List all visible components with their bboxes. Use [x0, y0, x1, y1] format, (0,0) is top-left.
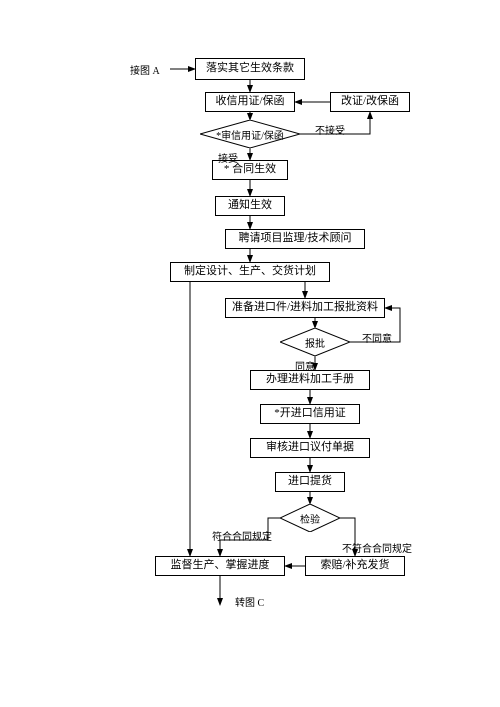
node-n13: 索赔/补充发货 [305, 556, 405, 576]
node-label: 改证/改保函 [341, 95, 399, 108]
label-d3-no: 不符合合同规定 [342, 540, 412, 555]
node-label: *开进口信用证 [274, 407, 346, 420]
node-n7: 制定设计、生产、交货计划 [170, 262, 330, 282]
label-exit: 转图 C [235, 594, 264, 609]
node-n11: 审核进口议付单据 [250, 438, 370, 458]
label-d1-no: 不接受 [315, 122, 345, 137]
node-label: 落实其它生效条款 [206, 62, 294, 75]
node-label: 聘请项目监理/技术顾问 [238, 232, 351, 245]
node-label: 准备进口件/进料加工报批资料 [232, 301, 378, 314]
node-n8: 准备进口件/进料加工报批资料 [225, 298, 385, 318]
node-label: 审核进口议付单据 [266, 441, 354, 454]
decision-d2: 报批 [280, 328, 350, 356]
node-n3: 改证/改保函 [330, 92, 410, 112]
decision-d1: *审信用证/保函 [200, 120, 300, 148]
label-entry: 接图 A [130, 62, 160, 77]
node-label: 监督生产、掌握进度 [171, 559, 270, 572]
node-n2: 收信用证/保函 [205, 92, 295, 112]
decision-label: *审信用证/保函 [216, 127, 284, 142]
node-n10: *开进口信用证 [260, 404, 360, 424]
label-d2-no: 不同意 [362, 330, 392, 345]
label-d3-yes: 符合合同规定 [212, 528, 272, 543]
flowchart-canvas: 落实其它生效条款 收信用证/保函 改证/改保函 * 合同生效 通知生效 聘请项目… [0, 0, 500, 707]
node-n12: 进口提货 [275, 472, 345, 492]
node-label: 索赔/补充发货 [320, 559, 389, 572]
decision-d3: 检验 [280, 504, 340, 532]
node-n5: 通知生效 [215, 196, 285, 216]
node-label: 通知生效 [228, 199, 272, 212]
node-n14: 监督生产、掌握进度 [155, 556, 285, 576]
node-label: 收信用证/保函 [215, 95, 284, 108]
label-d1-yes: 接受 [218, 150, 238, 165]
node-n1: 落实其它生效条款 [195, 58, 305, 80]
node-label: 制定设计、生产、交货计划 [184, 265, 316, 278]
label-d2-yes: 同意 [295, 358, 315, 373]
node-label: * 合同生效 [224, 163, 276, 176]
node-n6: 聘请项目监理/技术顾问 [225, 229, 365, 249]
node-label: 进口提货 [288, 475, 332, 488]
node-label: 办理进料加工手册 [266, 373, 354, 386]
node-n9: 办理进料加工手册 [250, 370, 370, 390]
decision-label: 检验 [300, 511, 320, 526]
decision-label: 报批 [305, 335, 325, 350]
